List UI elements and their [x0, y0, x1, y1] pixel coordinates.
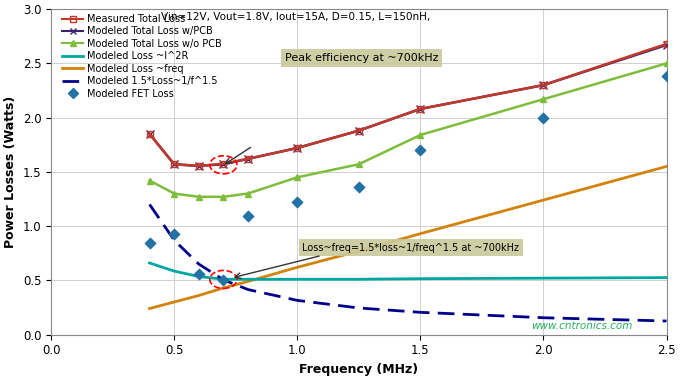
Modeled Loss ~freq	[146, 306, 154, 311]
Modeled 1.5*Loss~1/f^1.5	[293, 298, 301, 302]
Legend: Measured Total Loss, Modeled Total Loss w/PCB, Modeled Total Loss w/o PCB, Model: Measured Total Loss, Modeled Total Loss …	[62, 14, 222, 99]
Modeled 1.5*Loss~1/f^1.5	[355, 306, 363, 310]
Measured Total Loss	[194, 164, 203, 168]
Modeled FET Loss	[538, 115, 549, 121]
Modeled Loss ~I^2R	[355, 277, 363, 282]
Modeled FET Loss	[144, 241, 155, 247]
Modeled Loss ~I^2R	[146, 261, 154, 265]
Modeled Loss ~freq	[220, 286, 228, 290]
Modeled Total Loss w/PCB	[416, 107, 424, 111]
Modeled Loss ~I^2R	[220, 277, 228, 282]
Measured Total Loss	[662, 41, 670, 46]
Modeled Total Loss w/PCB	[146, 131, 154, 136]
Modeled Total Loss w/PCB	[170, 162, 178, 166]
Line: Modeled 1.5*Loss~1/f^1.5: Modeled 1.5*Loss~1/f^1.5	[150, 204, 666, 321]
Modeled Loss ~freq	[293, 265, 301, 269]
Modeled Total Loss w/PCB	[355, 128, 363, 133]
Measured Total Loss	[170, 162, 178, 166]
X-axis label: Frequency (MHz): Frequency (MHz)	[299, 363, 418, 376]
Modeled 1.5*Loss~1/f^1.5	[244, 287, 252, 292]
Measured Total Loss	[539, 83, 547, 87]
Modeled Loss ~I^2R	[194, 274, 203, 279]
Line: Modeled Total Loss w/PCB: Modeled Total Loss w/PCB	[146, 41, 670, 170]
Measured Total Loss	[244, 157, 252, 161]
Modeled Loss ~I^2R	[244, 277, 252, 282]
Measured Total Loss	[355, 128, 363, 133]
Y-axis label: Power Losses (Watts): Power Losses (Watts)	[4, 96, 17, 248]
Text: www.cntronics.com: www.cntronics.com	[531, 321, 632, 331]
Modeled Total Loss w/o PCB	[146, 178, 154, 183]
Modeled FET Loss	[193, 271, 204, 277]
Line: Modeled Loss ~freq: Modeled Loss ~freq	[150, 166, 666, 309]
Measured Total Loss	[146, 131, 154, 136]
Modeled 1.5*Loss~1/f^1.5	[146, 202, 154, 207]
Modeled FET Loss	[292, 199, 303, 205]
Modeled Loss ~freq	[662, 164, 670, 169]
Modeled Total Loss w/PCB	[293, 146, 301, 150]
Modeled Total Loss w/o PCB	[539, 97, 547, 101]
Measured Total Loss	[293, 146, 301, 150]
Modeled Loss ~I^2R	[416, 276, 424, 281]
Modeled Loss ~I^2R	[293, 277, 301, 282]
Modeled Total Loss w/PCB	[244, 157, 252, 161]
Modeled FET Loss	[415, 147, 426, 153]
Modeled Loss ~freq	[416, 231, 424, 236]
Modeled 1.5*Loss~1/f^1.5	[662, 319, 670, 323]
Modeled Total Loss w/o PCB	[355, 162, 363, 166]
Line: Modeled Loss ~I^2R: Modeled Loss ~I^2R	[150, 263, 666, 279]
Modeled Loss ~freq	[194, 293, 203, 298]
Modeled Total Loss w/o PCB	[244, 191, 252, 196]
Modeled Loss ~freq	[170, 300, 178, 304]
Text: Loss~freq=1.5*loss~1/freq^1.5 at ~700kHz: Loss~freq=1.5*loss~1/freq^1.5 at ~700kHz	[302, 243, 519, 253]
Modeled Loss ~I^2R	[170, 269, 178, 273]
Modeled Total Loss w/o PCB	[220, 195, 228, 199]
Modeled Total Loss w/o PCB	[293, 175, 301, 180]
Modeled Total Loss w/o PCB	[194, 195, 203, 199]
Modeled 1.5*Loss~1/f^1.5	[416, 310, 424, 315]
Modeled Loss ~I^2R	[539, 276, 547, 280]
Modeled FET Loss	[354, 184, 364, 190]
Text: Vin=12V, Vout=1.8V, Iout=15A, D=0.15, L=150nH,: Vin=12V, Vout=1.8V, Iout=15A, D=0.15, L=…	[160, 13, 430, 22]
Modeled FET Loss	[218, 277, 229, 283]
Line: Measured Total Loss: Measured Total Loss	[146, 40, 670, 169]
Modeled Total Loss w/o PCB	[170, 191, 178, 196]
Modeled Total Loss w/PCB	[220, 162, 228, 166]
Modeled Total Loss w/PCB	[194, 164, 203, 168]
Modeled 1.5*Loss~1/f^1.5	[194, 262, 203, 266]
Modeled Loss ~freq	[355, 249, 363, 253]
Modeled 1.5*Loss~1/f^1.5	[539, 315, 547, 320]
Modeled Loss ~I^2R	[662, 276, 670, 280]
Modeled 1.5*Loss~1/f^1.5	[170, 238, 178, 242]
Modeled Total Loss w/o PCB	[662, 61, 670, 66]
Text: Peak efficiency at ~700kHz: Peak efficiency at ~700kHz	[285, 53, 439, 63]
Modeled Total Loss w/o PCB	[416, 133, 424, 137]
Modeled FET Loss	[243, 213, 254, 219]
Modeled Loss ~freq	[539, 198, 547, 202]
Modeled Total Loss w/PCB	[662, 43, 670, 47]
Modeled Total Loss w/PCB	[539, 83, 547, 87]
Measured Total Loss	[220, 162, 228, 166]
Line: Modeled Total Loss w/o PCB: Modeled Total Loss w/o PCB	[146, 60, 670, 200]
Modeled Loss ~freq	[244, 279, 252, 284]
Modeled 1.5*Loss~1/f^1.5	[220, 277, 228, 282]
Measured Total Loss	[416, 107, 424, 111]
Modeled FET Loss	[661, 73, 672, 79]
Modeled FET Loss	[169, 231, 180, 237]
